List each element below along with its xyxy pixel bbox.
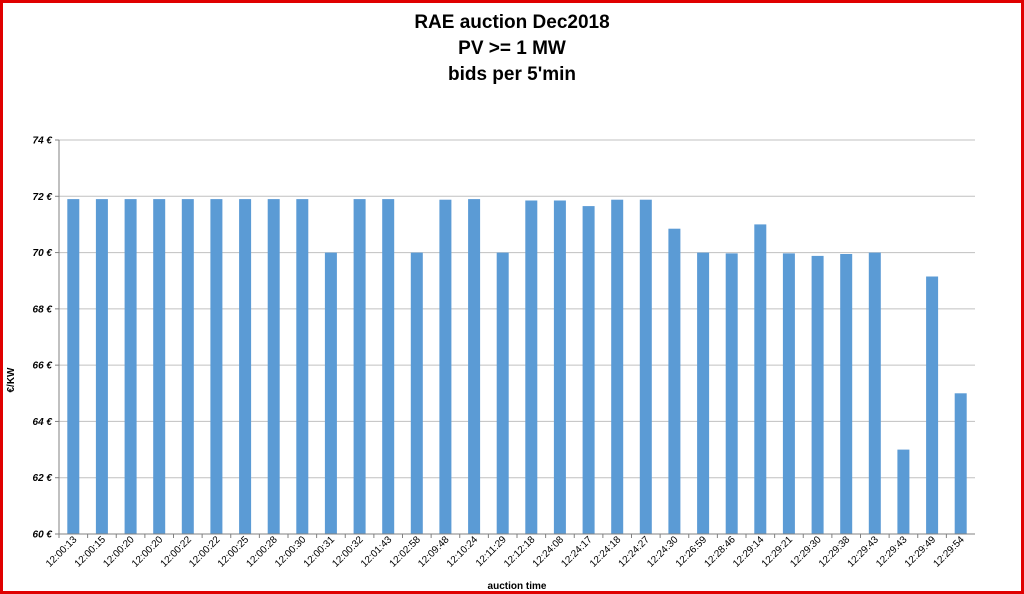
bar (181, 199, 194, 534)
x-tick-label: 12:10:24 (445, 534, 481, 570)
bar (754, 224, 767, 534)
bar (840, 254, 853, 534)
y-tick-labels: 60 € 62 € 64 € 66 € 68 € 70 € 72 € 74 € (33, 136, 59, 541)
y-tick-label: 70 € (33, 248, 53, 259)
bar (410, 252, 423, 534)
bar (67, 199, 80, 534)
bar (324, 252, 337, 534)
bar (496, 252, 509, 534)
gridlines (59, 139, 975, 479)
bar (782, 253, 795, 534)
bar (468, 199, 481, 534)
bar (382, 199, 395, 534)
bar (95, 199, 108, 534)
bar (525, 200, 538, 534)
bar (124, 199, 137, 534)
x-axis-label: auction time (488, 581, 547, 592)
bar (897, 449, 910, 534)
bar (439, 199, 452, 534)
x-tick-labels: 12:00:1312:00:1512:00:2012:00:2012:00:22… (44, 534, 967, 570)
bar (811, 255, 824, 534)
bar (582, 206, 595, 534)
bar (267, 199, 280, 534)
y-tick-label: 64 € (33, 417, 53, 428)
bar (926, 276, 939, 534)
bar (611, 199, 624, 534)
chart-title-line-3: bids per 5'min (447, 64, 577, 85)
bar (210, 199, 223, 534)
y-tick-label: 72 € (33, 192, 53, 203)
bar (353, 199, 366, 534)
bar (697, 252, 710, 534)
bars (67, 199, 967, 534)
y-tick-label: 66 € (33, 361, 53, 372)
bar (553, 200, 566, 534)
bar (954, 393, 967, 534)
x-tick-label: 12:29:54 (931, 534, 967, 570)
bar (868, 252, 881, 534)
bar (239, 199, 252, 534)
y-tick-label: 62 € (33, 473, 53, 484)
y-tick-label: 74 € (33, 136, 53, 147)
y-tick-label: 68 € (33, 304, 53, 315)
y-axis-label: €/KW (6, 367, 17, 393)
y-tick-label: 60 € (33, 530, 53, 541)
bar (639, 199, 652, 534)
bar (296, 199, 309, 534)
chart-title-line-2: PV >= 1 MW (458, 38, 566, 59)
chart-title-line-1: RAE auction Dec2018 (414, 12, 610, 33)
bar (668, 228, 681, 534)
bar (153, 199, 166, 534)
bar (725, 253, 738, 534)
